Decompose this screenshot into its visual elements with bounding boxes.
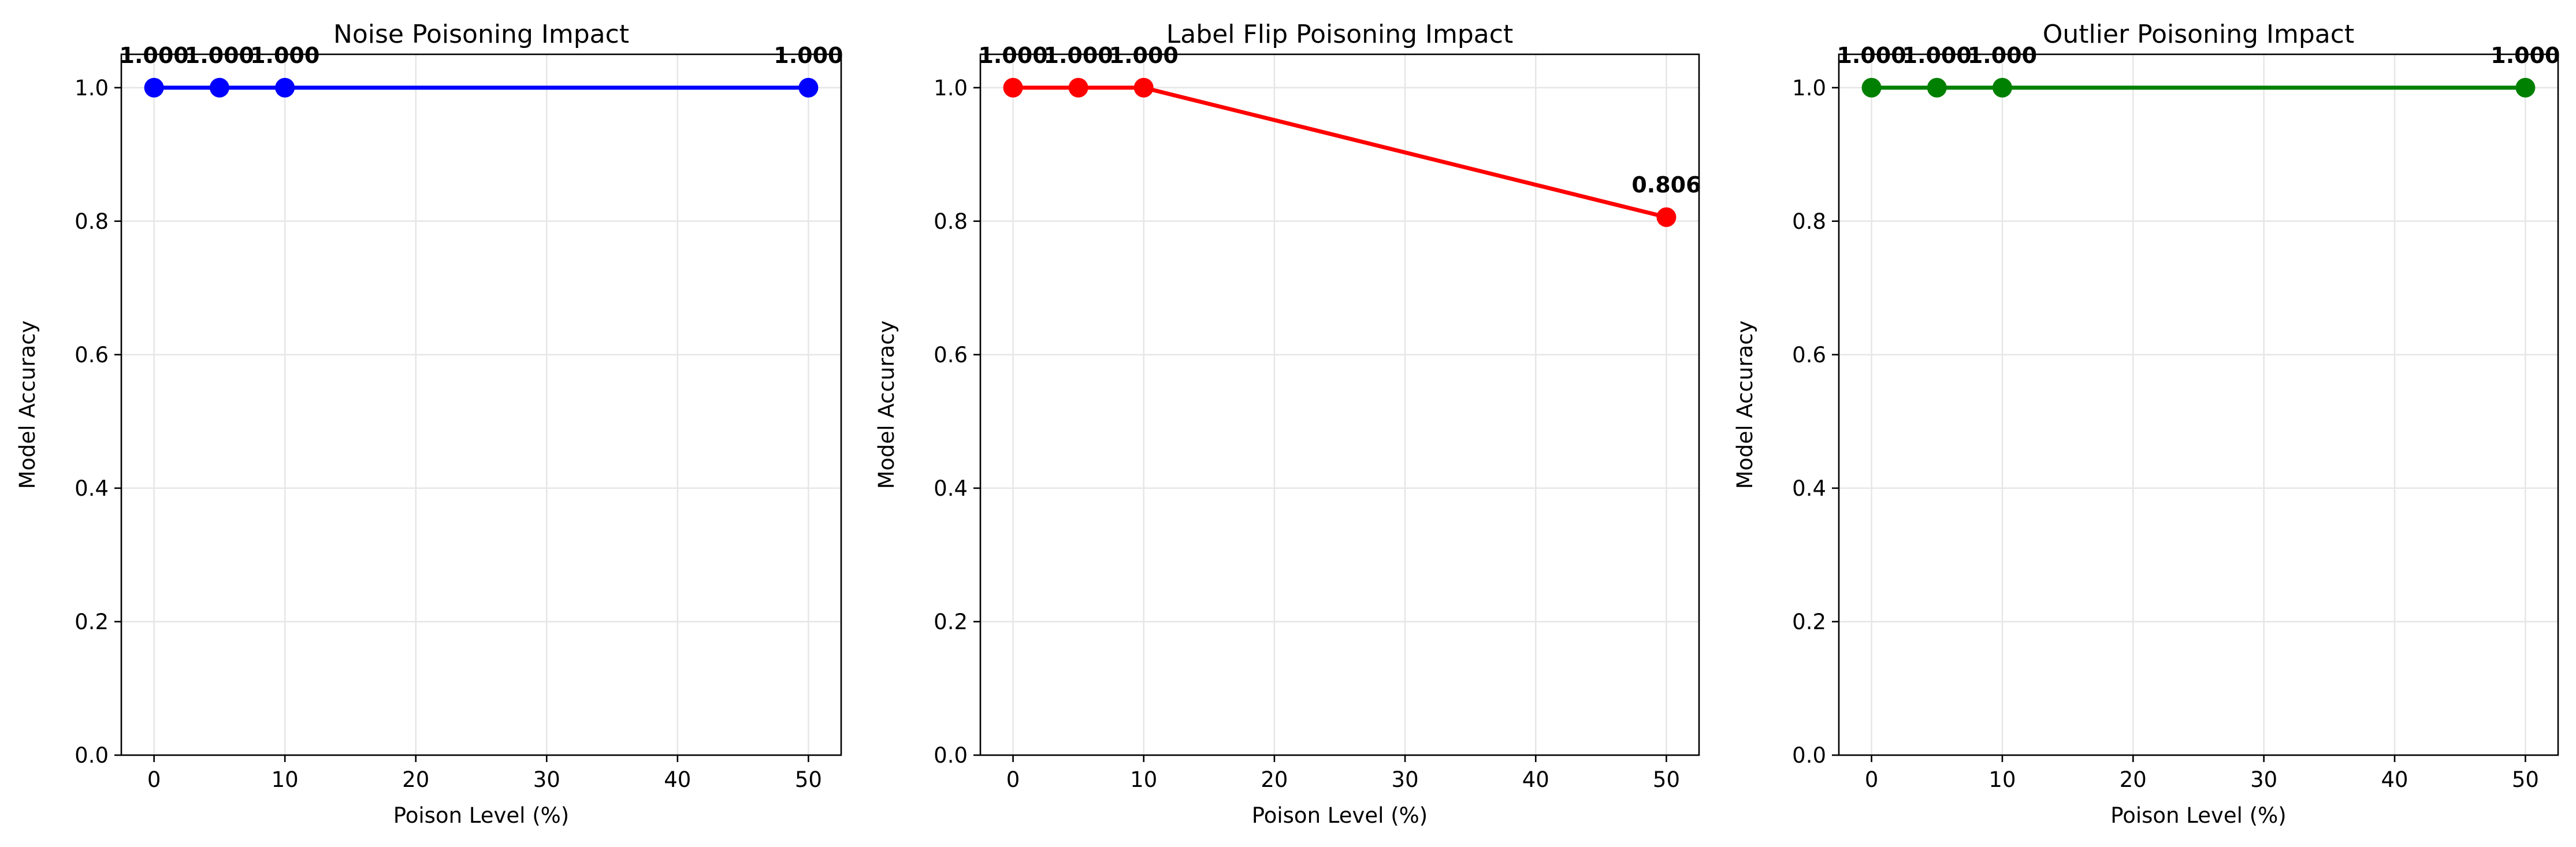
y-tick-label: 0.0 — [75, 743, 109, 768]
x-tick-label: 50 — [2512, 767, 2539, 792]
chart-title: Noise Poisoning Impact — [333, 20, 629, 49]
x-tick-label: 10 — [1988, 767, 2016, 792]
y-axis-label: Model Accuracy — [874, 321, 899, 489]
data-point — [1003, 77, 1023, 98]
x-tick-label: 30 — [1392, 767, 1419, 792]
y-tick-label: 1.0 — [934, 76, 968, 101]
data-label: 1.000 — [978, 43, 1047, 68]
x-tick-label: 20 — [2120, 767, 2147, 792]
data-label: 1.000 — [1109, 43, 1179, 68]
data-label: 1.000 — [1902, 43, 1972, 68]
y-tick-label: 0.8 — [1792, 209, 1826, 234]
plot-frame — [1838, 53, 2559, 756]
x-tick-label: 0 — [147, 767, 161, 792]
x-tick-label: 30 — [533, 767, 560, 792]
y-tick-label: 0.0 — [934, 743, 968, 768]
y-axis-label: Model Accuracy — [1733, 321, 1757, 489]
chart-panel-3: 0 10 20 30 40 50 0.0 0.2 0.4 0.6 0.8 1.0 Outlier Poi… — [1733, 20, 2560, 828]
x-tick-label: 40 — [2381, 767, 2408, 792]
y-tick-label: 0.4 — [1792, 476, 1826, 501]
data-label: 1.000 — [185, 43, 254, 68]
x-axis-label: Poison Level (%) — [1252, 803, 1428, 828]
data-point — [2515, 77, 2536, 98]
data-point — [1068, 77, 1088, 98]
x-axis-label: Poison Level (%) — [2110, 803, 2287, 828]
x-tick-label: 50 — [1653, 767, 1680, 792]
x-tick-label: 0 — [1006, 767, 1020, 792]
data-point — [1861, 77, 1882, 98]
data-point — [275, 77, 295, 98]
series-line — [1013, 86, 1667, 220]
y-tick-label: 1.0 — [1792, 76, 1826, 101]
chart-panel-2: 0 10 20 30 40 50 0.0 0.2 0.4 0.6 0.8 1.0 Label Flip … — [874, 20, 1701, 828]
y-tick-label: 0.6 — [1792, 343, 1826, 367]
y-tick-label: 0.6 — [934, 343, 968, 367]
y-tick-label: 0.4 — [934, 476, 968, 501]
y-tick-label: 0.8 — [75, 209, 109, 234]
chart-title: Outlier Poisoning Impact — [2043, 20, 2354, 49]
y-tick-label: 0.0 — [1792, 743, 1826, 768]
data-point — [144, 77, 164, 98]
data-label: 1.000 — [2490, 43, 2560, 68]
y-tick-label: 0.8 — [934, 209, 968, 234]
x-tick-label: 50 — [795, 767, 822, 792]
data-label: 1.000 — [774, 43, 843, 68]
y-tick-label: 1.0 — [75, 76, 109, 101]
data-point — [1927, 77, 1947, 98]
data-label: 0.806 — [1631, 172, 1701, 198]
x-tick-label: 10 — [272, 767, 299, 792]
x-tick-label: 20 — [1261, 767, 1288, 792]
y-tick-label: 0.2 — [75, 610, 109, 634]
x-tick-label: 40 — [1522, 767, 1549, 792]
y-tick-label: 0.2 — [934, 610, 968, 634]
x-tick-label: 10 — [1130, 767, 1157, 792]
x-tick-label: 40 — [664, 767, 691, 792]
data-point — [1992, 77, 2012, 98]
x-tick-label: 30 — [2250, 767, 2277, 792]
y-tick-label: 0.4 — [75, 476, 109, 501]
y-tick-label: 0.2 — [1792, 610, 1826, 634]
data-label: 1.000 — [1968, 43, 2037, 68]
data-label: 1.000 — [1044, 43, 1113, 68]
plot-frame — [120, 53, 842, 756]
data-point — [798, 77, 819, 98]
data-point — [209, 77, 229, 98]
y-tick-label: 0.6 — [75, 343, 109, 367]
chart-title: Label Flip Poisoning Impact — [1166, 20, 1513, 49]
data-label: 1.000 — [120, 43, 189, 68]
x-tick-label: 20 — [402, 767, 429, 792]
x-tick-label: 0 — [1865, 767, 1879, 792]
data-label: 1.000 — [1837, 43, 1906, 68]
plot-frame — [979, 53, 1700, 756]
data-point — [1133, 77, 1154, 98]
data-point — [1656, 207, 1677, 227]
data-label: 1.000 — [250, 43, 319, 68]
chart-panel-1: 0 10 20 30 40 50 0.0 0.2 0.4 0.6 0.8 1.0 Noise Poiso… — [15, 20, 843, 828]
x-axis-label: Poison Level (%) — [393, 803, 570, 828]
y-axis-label: Model Accuracy — [15, 321, 40, 489]
